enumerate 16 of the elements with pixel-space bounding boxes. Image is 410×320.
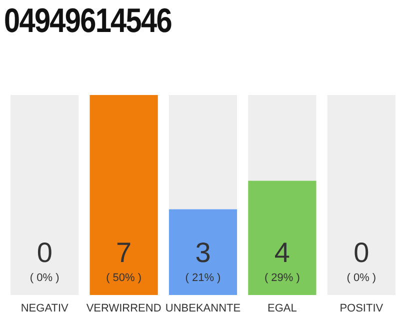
x-tick-label: EGAL	[268, 302, 297, 315]
x-tick-label: UNBEKANNTE	[165, 302, 241, 315]
data-label: 3	[195, 237, 211, 268]
x-tick-label: VERWIRREND	[86, 302, 162, 315]
annotation: ( 21% )	[185, 272, 221, 284]
x-tick-label: POSITIV	[340, 302, 384, 315]
annotation: 0	[36, 237, 52, 268]
chart-title: 04949614546	[4, 2, 172, 41]
annotation: ( 29% )	[264, 272, 300, 284]
annotation: ( 0% )	[30, 272, 60, 284]
data-label: 4	[274, 237, 290, 268]
data-label: 7	[116, 237, 132, 268]
annotation: 0	[354, 237, 370, 268]
annotation: ( 0% )	[346, 272, 376, 284]
x-tick-label: NEGATIV	[20, 302, 69, 315]
annotation: ( 50% )	[106, 272, 142, 284]
